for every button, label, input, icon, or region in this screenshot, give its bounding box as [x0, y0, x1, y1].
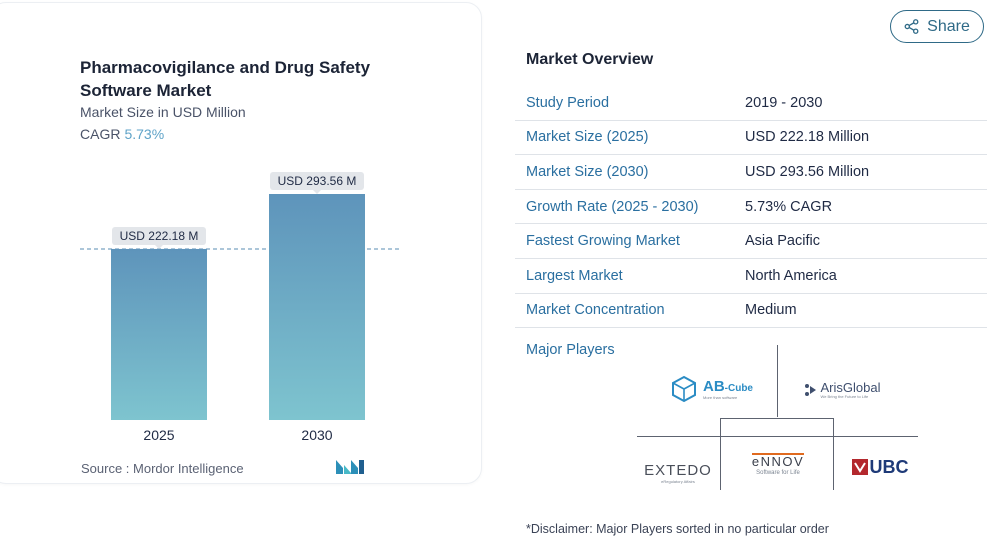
overview-row-value: Medium [745, 302, 797, 319]
data-label-pointer [155, 244, 163, 249]
data-label-box [112, 226, 206, 245]
grid-divider [777, 345, 778, 417]
mordor-intelligence-logo [336, 460, 364, 474]
overview-row-label[interactable]: Growth Rate (2025 - 2030) [526, 198, 699, 215]
overview-row-label[interactable]: Market Concentration [526, 302, 665, 319]
overview-row-value: 2019 - 2030 [745, 94, 823, 111]
disclaimer: *Disclaimer: Major Players sorted in no … [526, 522, 829, 536]
extedo-tagline: eRegulatory Affairs [661, 478, 695, 484]
overview-row: Largest Market North America [515, 259, 987, 294]
share-button[interactable]: Share [890, 10, 984, 43]
grid-divider [833, 418, 834, 490]
overview-row: Market Concentration Medium [515, 294, 987, 329]
overview-row-value: Asia Pacific [745, 233, 820, 250]
market-overview-title: Market Overview [526, 51, 654, 68]
extedo-name: EXTEDO [644, 461, 712, 479]
share-icon [904, 19, 919, 34]
overview-row-label[interactable]: Market Size (2030) [526, 163, 649, 180]
cube-icon [671, 375, 696, 403]
overview-row-value: USD 222.18 Million [745, 129, 870, 146]
ennov-tagline: Software for Life [756, 469, 800, 476]
x-tick-label: 2025 [143, 427, 174, 443]
ab-cube-tagline: More than software [702, 394, 738, 400]
ab-cube-suffix: -Cube [724, 382, 753, 394]
chart-card [0, 2, 482, 484]
overview-row: Fastest Growing Market Asia Pacific [515, 224, 987, 259]
arisglobal-logo[interactable]: ArisGlobal We Bring the Future to Life [796, 378, 888, 402]
overview-row: Growth Rate (2025 - 2030) 5.73% CAGR [515, 190, 987, 225]
grid-divider [637, 436, 918, 437]
chart-subtitle: Market Size in USD Million [80, 104, 246, 120]
bar [111, 248, 207, 420]
data-label-pointer [313, 190, 321, 194]
ennov-name: eNNOV [751, 452, 805, 469]
ubc-name: UBC [869, 456, 909, 477]
overview-row-label[interactable]: Largest Market [526, 267, 623, 284]
bar [269, 194, 365, 420]
arisglobal-tagline: We Bring the Future to Life [820, 394, 869, 399]
ab-cube-name: AB [702, 377, 725, 395]
overview-row-label[interactable]: Market Size (2025) [526, 129, 649, 146]
cagr-value: 5.73% [124, 126, 165, 142]
market-overview-table: Study Period 2019 - 2030 Market Size (2025… [515, 86, 987, 329]
overview-row: Market Size (2025) USD 222.18 Million [515, 121, 987, 156]
grid-divider [720, 418, 834, 419]
overview-row: Market Size (2030) USD 293.56 Million [515, 155, 987, 190]
overview-row-value: North America [745, 267, 837, 284]
cagr-label: CAGR [80, 126, 121, 142]
ennov-logo[interactable]: eNNOV Software for Life [730, 452, 826, 476]
data-label: USD 293.56 M [278, 174, 357, 188]
overview-row-label[interactable]: Study Period [526, 94, 610, 111]
ab-cube-logo[interactable]: AB-Cube More than software [662, 372, 762, 406]
grid-divider [720, 418, 721, 490]
extedo-logo[interactable]: EXTEDO eRegulatory Affairs [640, 458, 716, 488]
x-tick-label: 2030 [301, 427, 332, 443]
share-label: Share [927, 17, 970, 35]
ubc-mark-icon [851, 459, 868, 475]
overview-row-value: USD 293.56 Million [745, 163, 870, 180]
major-players-label: Major Players [526, 342, 615, 358]
bar-chart: USD 222.18 M 2025 USD 293.56 M 2030 [80, 172, 400, 443]
overview-row-value: 5.73% CAGR [745, 198, 833, 215]
arisglobal-mark-icon [804, 384, 816, 396]
ubc-logo[interactable]: UBC [845, 456, 915, 478]
chart-source: Source : Mordor Intelligence [81, 461, 244, 476]
overview-row: Study Period 2019 - 2030 [515, 86, 987, 121]
overview-row-label[interactable]: Fastest Growing Market [526, 233, 680, 250]
chart-cagr: CAGR 5.73% [80, 126, 164, 142]
arisglobal-name: ArisGlobal [820, 380, 881, 395]
data-label-box [270, 172, 364, 190]
chart-title: Pharmacovigilance and Drug Safety Softwa… [80, 58, 371, 100]
data-label: USD 222.18 M [120, 229, 199, 243]
